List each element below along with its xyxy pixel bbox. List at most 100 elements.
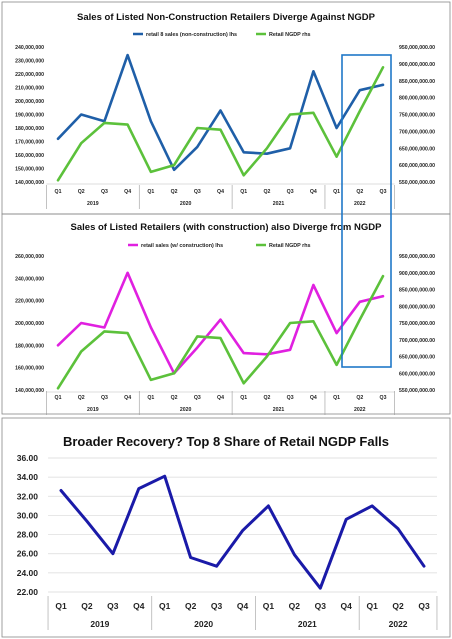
chart1-y-right-tick: 750,000,000.00 [399, 113, 435, 119]
chart1-x-tick: Q4 [217, 189, 224, 195]
chart1-y-left-tick: 150,000,000 [15, 167, 44, 173]
chart1-y-right-tick: 650,000,000.00 [399, 146, 435, 152]
chart1-x-tick: Q4 [310, 189, 317, 195]
chart3-y-tick: 22.00 [17, 587, 39, 597]
chart2-series-retail-line [56, 271, 385, 375]
chart2-series-ngdp-line [56, 274, 385, 390]
chart3-x-tick: Q2 [289, 601, 301, 611]
chart1-y-left-tick: 240,000,000 [15, 45, 44, 51]
chart2-x-tick: Q2 [356, 395, 363, 401]
chart1-y-left-tick: 210,000,000 [15, 86, 44, 92]
chart3-x-tick: Q2 [185, 601, 197, 611]
chart2-y-left-tick: 260,000,000 [15, 254, 44, 260]
chart1-y-left-tick: 200,000,000 [15, 99, 44, 105]
chart1-x-tick: Q1 [333, 189, 340, 195]
chart1-y-left-tick: 190,000,000 [15, 113, 44, 119]
chart2-x-tick: Q1 [55, 395, 62, 401]
chart1-x-tick: Q1 [240, 189, 247, 195]
chart1-legend-retail: retail 8 sales (non-construction) lhs [146, 32, 237, 38]
chart1-year-label: 2019 [87, 201, 99, 207]
chart3-x-tick: Q3 [315, 601, 327, 611]
chart1-x-tick: Q3 [194, 189, 201, 195]
highlight-box-2022 [341, 54, 392, 368]
chart1-x-tick: Q3 [101, 189, 108, 195]
chart3-year-label: 2019 [90, 619, 109, 629]
chart3-x-tick: Q4 [133, 601, 145, 611]
chart2-y-left-tick: 140,000,000 [15, 388, 44, 394]
chart-marks: 140,000,000 150,000,000 160,000,000 170,000… [15, 45, 438, 630]
chart2-y-right-tick: 950,000,000.00 [399, 254, 435, 260]
chart2-y-right-tick: 700,000,000.00 [399, 338, 435, 344]
chart1-y-left-tick: 230,000,000 [15, 59, 44, 65]
chart1-x-tick: Q2 [171, 189, 178, 195]
chart1-y-right-tick: 900,000,000.00 [399, 62, 435, 68]
chart1-y-left-tick: 170,000,000 [15, 140, 44, 146]
chart1-x-tick: Q2 [356, 189, 363, 195]
chart2-x-tick: Q1 [333, 395, 340, 401]
chart1-y-right-tick: 600,000,000.00 [399, 163, 435, 169]
chart2-legend-retail: retail sales (w/ construction) lhs [141, 243, 223, 249]
chart2-x-tick: Q3 [380, 395, 387, 401]
chart1-x-tick: Q3 [380, 189, 387, 195]
chart3-x-tick: Q3 [107, 601, 119, 611]
chart1-x-tick: Q1 [147, 189, 154, 195]
chart2-y-left-tick: 240,000,000 [15, 276, 44, 282]
chart3-y-tick: 26.00 [17, 549, 39, 559]
chart3-x-tick: Q1 [159, 601, 171, 611]
chart2-y-left-tick: 160,000,000 [15, 366, 44, 372]
chart2-y-right-tick: 800,000,000.00 [399, 304, 435, 310]
chart2-y-right-tick: 900,000,000.00 [399, 271, 435, 277]
chart2-x-tick: Q3 [287, 395, 294, 401]
chart2-y-right-tick: 650,000,000.00 [399, 355, 435, 361]
chart3-y-tick: 24.00 [17, 568, 39, 578]
chart3-x-tick: Q1 [55, 601, 67, 611]
chart1-x-tick: Q1 [55, 189, 62, 195]
chart2-year-label: 2019 [87, 407, 99, 413]
chart3-x-tick: Q1 [366, 601, 378, 611]
chart3-year-label: 2020 [194, 619, 213, 629]
chart1-y-left-tick: 160,000,000 [15, 153, 44, 159]
chart1-year-label: 2020 [180, 201, 192, 207]
chart3-title: Broader Recovery? Top 8 Share of Retail … [63, 434, 389, 449]
chart2-y-left-tick: 180,000,000 [15, 343, 44, 349]
chart2-x-tick: Q3 [101, 395, 108, 401]
chart2-x-tick: Q3 [194, 395, 201, 401]
chart2-x-tick: Q4 [124, 395, 131, 401]
chart3-y-tick: 36.00 [17, 453, 39, 463]
chart1-legend-ngdp: Retail NGDP rhs [269, 32, 311, 38]
chart2-y-right-tick: 850,000,000.00 [399, 288, 435, 294]
chart3-x-tick: Q4 [237, 601, 249, 611]
chart3-y-tick: 34.00 [17, 472, 39, 482]
chart2-y-left-tick: 200,000,000 [15, 321, 44, 327]
chart3-y-tick: 32.00 [17, 491, 39, 501]
chart3-x-tick: Q3 [418, 601, 430, 611]
chart2-x-tick: Q4 [310, 395, 317, 401]
chart2-title: Sales of Listed Retailers (with construc… [71, 222, 383, 233]
chart2-year-label: 2021 [273, 407, 285, 413]
chart1-y-left-tick: 140,000,000 [15, 180, 44, 186]
chart3-y-tick: 30.00 [17, 510, 39, 520]
chart2-year-label: 2020 [180, 407, 192, 413]
chart1-y-left-tick: 220,000,000 [15, 72, 44, 78]
chart2-legend-ngdp: Retail NGDP rhs [269, 243, 311, 249]
chart1-x-tick: Q2 [263, 189, 270, 195]
chart1-year-label: 2022 [354, 201, 366, 207]
chart2-year-label: 2022 [354, 407, 366, 413]
chart1-series-ngdp-line [56, 66, 385, 182]
chart1-year-label: 2021 [273, 201, 285, 207]
chart3-y-tick: 28.00 [17, 530, 39, 540]
chart2-x-tick: Q2 [171, 395, 178, 401]
chart1-series-retail-line [56, 53, 385, 172]
chart2-x-tick: Q2 [263, 395, 270, 401]
chart3-x-tick: Q4 [341, 601, 353, 611]
chart2-x-tick: Q1 [147, 395, 154, 401]
chart1-y-right-tick: 850,000,000.00 [399, 79, 435, 85]
chart3-share-line [59, 474, 426, 590]
chart1-x-tick: Q3 [287, 189, 294, 195]
chart2-x-tick: Q2 [78, 395, 85, 401]
chart2-frame [1, 213, 451, 415]
chart3-year-label: 2022 [389, 619, 408, 629]
chart1-x-tick: Q4 [124, 189, 131, 195]
